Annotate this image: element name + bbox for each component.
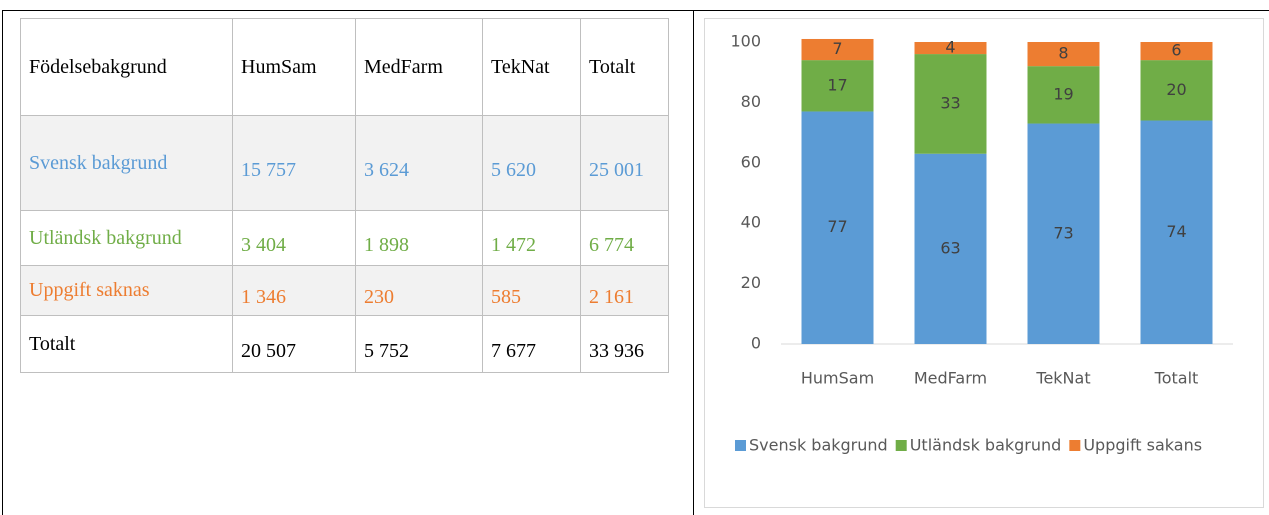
table-cell: Svensk bakgrund xyxy=(20,115,233,211)
x-tick-label: Totalt xyxy=(1154,369,1199,388)
chart-frame: 0 20 40 60 80 100 HumSam 77 17 7 MedFarm 63 33 4 TekNa… xyxy=(704,18,1264,508)
data-label: 20 xyxy=(1166,80,1186,99)
top-rule xyxy=(2,10,1269,11)
y-tick-label: 60 xyxy=(741,152,761,171)
table-row: Totalt 20 507 5 752 7 677 33 936 xyxy=(20,315,669,373)
bar-segment xyxy=(1140,120,1213,345)
table-cell: 585 xyxy=(482,265,581,316)
header-cell: Totalt xyxy=(580,18,669,116)
bar-segment xyxy=(914,54,987,154)
y-tick-label: 0 xyxy=(751,334,761,353)
data-label: 8 xyxy=(1058,44,1068,63)
legend-label: Utländsk bakgrund xyxy=(910,436,1062,455)
table-cell: 5 752 xyxy=(355,315,483,373)
header-cell: HumSam xyxy=(232,18,356,116)
table-cell: 15 757 xyxy=(232,115,356,211)
legend-label: Uppgift sakans xyxy=(1083,436,1202,455)
table-cell: 230 xyxy=(355,265,483,316)
table-row: Utländsk bakgrund 3 404 1 898 1 472 6 774 xyxy=(20,210,669,266)
data-label: 17 xyxy=(827,75,847,94)
left-rule xyxy=(2,10,3,515)
table-cell: 1 346 xyxy=(232,265,356,316)
bar-segment xyxy=(1027,123,1100,344)
table-cell: 33 936 xyxy=(580,315,669,373)
bar-segment xyxy=(801,60,874,112)
x-tick-label: TekNat xyxy=(1035,369,1090,388)
bar-segment xyxy=(1027,66,1100,124)
table-row: Födelsebakgrund HumSam MedFarm TekNat Totalt xyxy=(20,18,669,116)
data-label: 19 xyxy=(1053,84,1073,103)
table-cell: Utländsk bakgrund xyxy=(20,210,233,266)
table-cell: 3 404 xyxy=(232,210,356,266)
bar-segment xyxy=(1027,42,1100,67)
header-cell: Födelsebakgrund xyxy=(20,18,233,116)
data-label: 33 xyxy=(940,93,960,112)
data-label: 73 xyxy=(1053,223,1073,242)
data-label: 63 xyxy=(940,238,960,257)
data-label: 6 xyxy=(1171,41,1181,60)
header-cell: TekNat xyxy=(482,18,581,116)
table-cell: 6 774 xyxy=(580,210,669,266)
table-cell: 25 001 xyxy=(580,115,669,211)
y-tick-label: 40 xyxy=(741,213,761,232)
y-tick-label: 20 xyxy=(741,273,761,292)
legend-swatch xyxy=(1069,440,1081,451)
table-row: Svensk bakgrund 15 757 3 624 5 620 25 001 xyxy=(20,115,669,211)
table-cell: 3 624 xyxy=(355,115,483,211)
x-tick-label: HumSam xyxy=(801,369,874,388)
table-cell: 1 472 xyxy=(482,210,581,266)
legend-swatch xyxy=(895,440,907,451)
bar-segment xyxy=(1140,42,1213,61)
divider-rule xyxy=(693,10,694,515)
data-label: 77 xyxy=(827,217,847,236)
y-tick-label: 100 xyxy=(730,32,761,51)
bar-segment xyxy=(914,42,987,55)
data-label: 74 xyxy=(1166,222,1186,241)
x-tick-label: MedFarm xyxy=(914,369,987,388)
bar-segment xyxy=(914,153,987,344)
legend-label: Svensk bakgrund xyxy=(749,436,888,455)
table-cell: 2 161 xyxy=(580,265,669,316)
chart: 0 20 40 60 80 100 HumSam 77 17 7 MedFarm 63 33 4 TekNa… xyxy=(730,32,1233,455)
table-cell: 7 677 xyxy=(482,315,581,373)
legend-swatch xyxy=(735,440,746,451)
bar-segment xyxy=(1140,60,1213,121)
table-cell: 1 898 xyxy=(355,210,483,266)
table-row: Uppgift saknas 1 346 230 585 2 161 xyxy=(20,265,669,316)
table-cell: 5 620 xyxy=(482,115,581,211)
y-tick-label: 80 xyxy=(741,92,761,111)
table-cell: Totalt xyxy=(20,315,233,373)
table-cell: 20 507 xyxy=(232,315,356,373)
bar-segment xyxy=(801,38,874,61)
data-table: Födelsebakgrund HumSam MedFarm TekNat Totalt… xyxy=(20,18,669,373)
bar-segment xyxy=(801,111,874,345)
table-cell: Uppgift saknas xyxy=(20,265,233,316)
header-cell: MedFarm xyxy=(355,18,483,116)
data-label: 4 xyxy=(945,38,955,57)
data-label: 7 xyxy=(832,39,842,58)
